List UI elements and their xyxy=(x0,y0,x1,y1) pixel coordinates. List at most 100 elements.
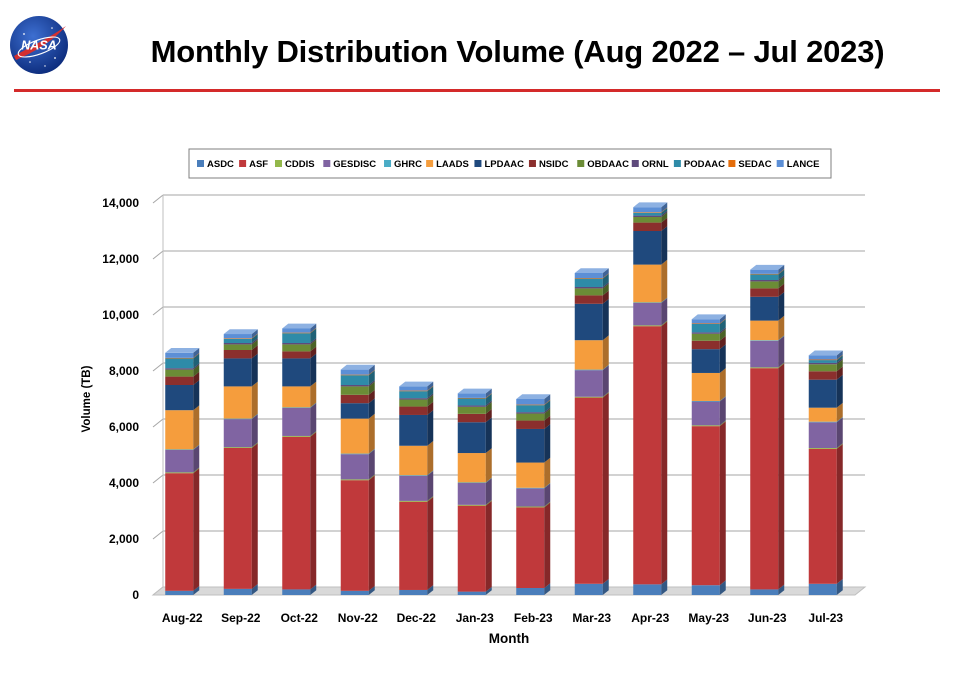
bar-side-nsidc xyxy=(544,415,551,429)
bar-side-ghrc xyxy=(719,396,726,402)
bar-side-lance xyxy=(544,394,551,405)
bar-side-ornl xyxy=(310,338,317,345)
bar-segment-asdc xyxy=(165,590,194,595)
bar-side-lpdaac xyxy=(485,417,492,454)
bar-side-ornl xyxy=(427,393,434,400)
bar-side-nsidc xyxy=(368,390,375,404)
bar-segment-lpdaac xyxy=(691,349,720,373)
bar-side-laads xyxy=(602,335,609,370)
bar-segment-ghrc xyxy=(165,449,194,450)
legend-item-ornl: ORNL xyxy=(631,159,669,170)
bar-segment-gesdisc xyxy=(691,401,720,426)
bar-side-sedac xyxy=(661,207,668,213)
bar-segment-lpdaac xyxy=(340,403,369,419)
bar-side-gesdisc xyxy=(368,449,375,480)
bar-segment-obdaac xyxy=(457,406,486,414)
bar-side-lpdaac xyxy=(778,292,785,321)
x-tick-label: Jan-23 xyxy=(456,611,494,625)
y-tick-label: 4,000 xyxy=(109,476,139,490)
bar-segment-nsidc xyxy=(691,340,720,350)
bar-segment-gesdisc xyxy=(516,488,545,507)
bar-segment-ghrc xyxy=(340,453,369,455)
bar-side-podaac xyxy=(602,273,609,287)
bar-segment-obdaac xyxy=(574,288,603,296)
bar-side-lpdaac xyxy=(544,424,551,463)
legend-label: GESDISC xyxy=(333,159,376,170)
legend-swatch xyxy=(323,160,331,167)
bar-segment-nsidc xyxy=(750,288,779,297)
bar-segment-nsidc xyxy=(457,413,486,423)
bar-segment-nsidc xyxy=(399,406,428,415)
y-tick-label: 6,000 xyxy=(109,420,139,434)
bar-segment-asdc xyxy=(282,589,311,595)
bar-side-nsidc xyxy=(778,283,785,297)
bar-segment-sedac xyxy=(282,332,311,334)
bar-side-lance xyxy=(368,364,375,375)
bar-side-lance xyxy=(602,268,609,279)
y-tick-label: 14,000 xyxy=(102,196,139,210)
bar-segment-sedac xyxy=(750,273,779,275)
bar-top-cap xyxy=(516,394,551,399)
bar-segment-podaac xyxy=(399,391,428,399)
bar-segment-laads xyxy=(399,445,428,476)
bar-segment-podaac xyxy=(516,405,545,413)
bar-side-gesdisc xyxy=(836,417,843,448)
bar-side-laads xyxy=(544,457,551,488)
bar-side-obdaac xyxy=(310,339,317,352)
bar-side-gesdisc xyxy=(661,298,668,326)
bar-segment-asf xyxy=(282,436,311,590)
legend-label: ORNL xyxy=(642,159,669,170)
bar-segment-ghrc xyxy=(457,482,486,484)
bar-side-nsidc xyxy=(719,335,726,350)
bar-segment-asf xyxy=(808,448,837,584)
nasa-logo-text: NASA xyxy=(21,39,56,53)
bar-side-nsidc xyxy=(661,217,668,231)
bar-side-ghrc xyxy=(193,444,200,450)
bar-segment-lpdaac xyxy=(223,358,252,387)
bar-segment-asdc xyxy=(399,589,428,595)
bar-side-asdc xyxy=(661,579,668,595)
legend-swatch xyxy=(384,160,392,167)
bar-segment-cddis xyxy=(574,396,603,398)
bar-side-asdc xyxy=(602,579,609,595)
legend-item-asf: ASF xyxy=(239,159,268,170)
bar-segment-asdc xyxy=(691,585,720,595)
bar-segment-asf xyxy=(223,448,252,589)
bar-side-sedac xyxy=(778,269,785,275)
bar-segment-lance xyxy=(574,273,603,279)
bar-side-asf xyxy=(661,321,668,585)
bar-side-asf xyxy=(193,468,200,591)
bar-segment-asf xyxy=(399,501,428,590)
bar-segment-cddis xyxy=(750,367,779,369)
bar-segment-ornl xyxy=(165,368,194,370)
bar-segment-cddis xyxy=(399,500,428,502)
bar-segment-sedac xyxy=(340,374,369,376)
bar-segment-gesdisc xyxy=(750,340,779,368)
bar-segment-ornl xyxy=(808,362,837,365)
bar-top-cap xyxy=(282,323,317,329)
bar-side-gesdisc xyxy=(427,470,434,501)
legend-swatch xyxy=(728,160,736,167)
bar-side-cddis xyxy=(427,496,434,502)
bar-segment-asdc xyxy=(340,590,369,595)
bar-segment-lance xyxy=(633,207,662,213)
x-tick-label: Jul-23 xyxy=(808,611,843,625)
bar-segment-obdaac xyxy=(691,333,720,341)
bar-segment-obdaac xyxy=(516,413,545,421)
bar-segment-gesdisc xyxy=(223,419,252,448)
bar-segment-lpdaac xyxy=(808,379,837,408)
bar-side-lpdaac xyxy=(719,344,726,373)
bar-side-cddis xyxy=(310,431,317,437)
bar-side-laads xyxy=(427,440,434,476)
x-tick-label: Dec-22 xyxy=(397,611,437,625)
legend-label: OBDAAC xyxy=(587,159,629,170)
bar-segment-cddis xyxy=(808,448,837,449)
bar-stack-jul-23 xyxy=(808,350,843,595)
bar-segment-lance xyxy=(165,352,194,358)
bar-side-laads xyxy=(485,448,492,483)
legend-item-cddis: CDDIS xyxy=(275,159,315,170)
bar-segment-sedac xyxy=(691,323,720,324)
bar-side-lance xyxy=(661,202,668,213)
bar-segment-podaac xyxy=(574,278,603,287)
bar-segment-obdaac xyxy=(282,344,311,352)
